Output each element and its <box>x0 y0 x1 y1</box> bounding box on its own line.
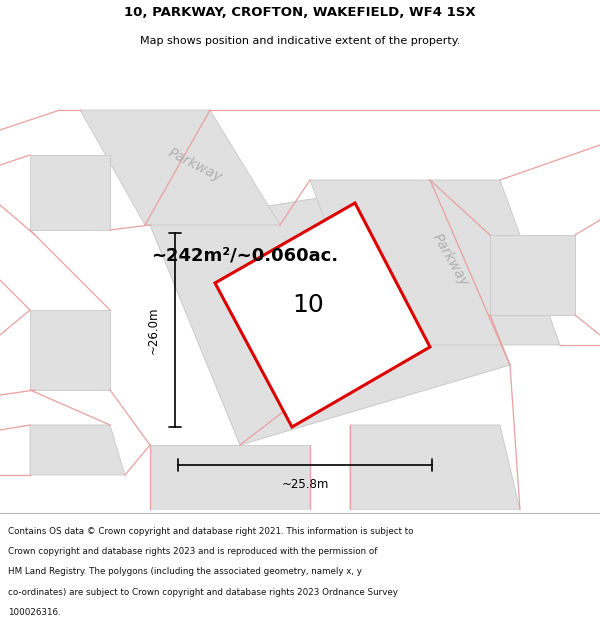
Text: 10, PARKWAY, CROFTON, WAKEFIELD, WF4 1SX: 10, PARKWAY, CROFTON, WAKEFIELD, WF4 1SX <box>124 6 476 19</box>
Text: Map shows position and indicative extent of the property.: Map shows position and indicative extent… <box>140 36 460 46</box>
Polygon shape <box>30 155 110 230</box>
Text: Crown copyright and database rights 2023 and is reproduced with the permission o: Crown copyright and database rights 2023… <box>8 548 377 556</box>
Text: ~242m²/~0.060ac.: ~242m²/~0.060ac. <box>151 246 338 264</box>
Text: Contains OS data © Crown copyright and database right 2021. This information is : Contains OS data © Crown copyright and d… <box>8 528 413 536</box>
Polygon shape <box>310 180 560 345</box>
Polygon shape <box>150 180 510 445</box>
Polygon shape <box>30 425 125 475</box>
Text: ~25.8m: ~25.8m <box>281 479 329 491</box>
Text: ~26.0m: ~26.0m <box>146 306 160 354</box>
Polygon shape <box>490 235 575 315</box>
Polygon shape <box>80 110 280 225</box>
Text: 10: 10 <box>292 293 324 317</box>
Text: 100026316.: 100026316. <box>8 608 61 617</box>
Text: co-ordinates) are subject to Crown copyright and database rights 2023 Ordnance S: co-ordinates) are subject to Crown copyr… <box>8 588 398 597</box>
Text: HM Land Registry. The polygons (including the associated geometry, namely x, y: HM Land Registry. The polygons (includin… <box>8 568 362 576</box>
Polygon shape <box>215 203 430 427</box>
Polygon shape <box>150 445 310 510</box>
Polygon shape <box>350 425 520 510</box>
Text: Parkway: Parkway <box>166 146 224 184</box>
Polygon shape <box>30 310 110 390</box>
Text: Parkway: Parkway <box>429 231 471 289</box>
